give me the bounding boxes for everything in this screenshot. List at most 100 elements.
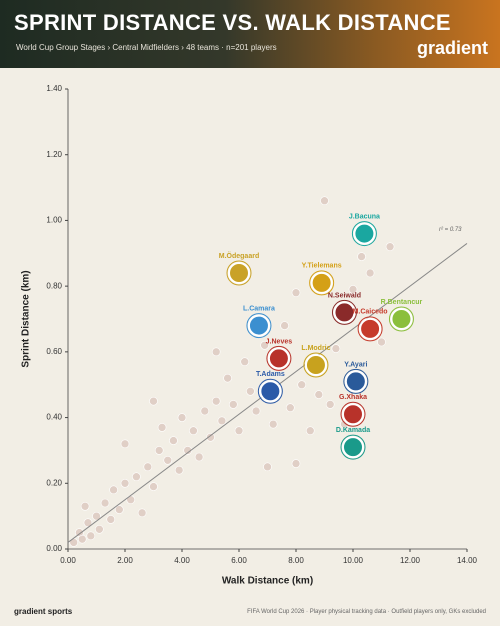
background-point <box>143 462 153 472</box>
background-point <box>154 446 164 455</box>
background-point <box>260 340 269 350</box>
player-ring <box>340 401 366 427</box>
y-tick-label: 1.00 <box>46 216 62 225</box>
background-point <box>83 518 93 528</box>
background-point <box>194 452 204 462</box>
x-tick-label: 0.00 <box>60 556 76 565</box>
background-point <box>246 386 255 396</box>
player-marker <box>344 370 367 393</box>
player-ring <box>388 306 414 332</box>
y-tick-label: 1.20 <box>46 150 62 159</box>
chart: 0.00 0.20 0.40 0.60 0.80 1.00 1.20 1.40 0.00 2.00… <box>21 84 478 587</box>
player-ring <box>343 368 369 394</box>
player-marker <box>353 222 376 245</box>
annotation: r² = 0.73 <box>439 227 462 233</box>
subtitle: World Cup Group Stages › Central Midfiel… <box>16 43 277 52</box>
background-point <box>325 400 335 409</box>
y-tick-label: 0.60 <box>46 347 62 356</box>
player-label: D.Kamada <box>336 427 370 434</box>
background-point <box>92 511 101 521</box>
background-point <box>211 396 221 406</box>
background-point <box>163 455 173 465</box>
y-tick-label: 0.00 <box>46 544 62 553</box>
background-point <box>206 432 215 442</box>
y-tick-label: 0.20 <box>46 478 62 487</box>
player-marker <box>259 380 282 403</box>
player-marker <box>342 436 364 459</box>
background-point <box>291 288 301 298</box>
y-tick-label: 1.40 <box>46 84 62 93</box>
footer-brand: gradient sports <box>14 607 73 616</box>
background-point <box>106 515 116 524</box>
player-ring <box>340 434 366 460</box>
footer-note: FIFA World Cup 2026 · Player physical tr… <box>247 609 486 615</box>
player-label: J.Neves <box>266 338 293 345</box>
background-point <box>377 337 386 347</box>
player-marker <box>304 354 327 376</box>
player-ring <box>357 316 383 342</box>
x-tick-label: 4.00 <box>174 556 190 565</box>
background-point <box>157 423 167 432</box>
x-tick-label: 14.00 <box>457 556 478 565</box>
background-point <box>280 321 289 330</box>
background-point <box>314 390 324 399</box>
player-ring <box>266 345 292 371</box>
background-point <box>137 508 147 518</box>
player-label: Y.Tielemans <box>302 263 342 270</box>
x-tick-label: 10.00 <box>343 556 364 565</box>
background-point <box>174 465 184 475</box>
player-label: T.Adams <box>256 371 285 378</box>
background-point <box>86 531 96 541</box>
x-tick-label: 6.00 <box>231 556 247 565</box>
background-point <box>229 400 238 409</box>
background-point <box>365 268 375 278</box>
x-tick-label: 2.00 <box>117 556 133 565</box>
player-ring <box>351 221 377 247</box>
background-point <box>240 357 249 367</box>
player-marker <box>228 262 250 284</box>
player-label: L.Modric <box>301 345 330 352</box>
player-marker <box>342 403 364 426</box>
background-point <box>297 380 307 390</box>
player-ring <box>303 352 329 378</box>
background-point <box>132 472 141 482</box>
player-marker <box>359 317 382 340</box>
background-point <box>263 462 272 472</box>
background-point <box>211 347 221 357</box>
player-label: L.Camara <box>243 305 275 312</box>
background-point <box>331 344 341 353</box>
player-label: R.Bentancur <box>381 299 423 306</box>
background-point <box>285 403 295 413</box>
player-marker <box>333 301 356 324</box>
player-ring <box>309 270 335 296</box>
header: SPRINT DISTANCE VS. WALK DISTANCE World … <box>0 0 500 68</box>
background-point <box>189 426 198 436</box>
player-marker <box>390 308 413 330</box>
background-point <box>69 538 78 547</box>
title: SPRINT DISTANCE VS. WALK DISTANCE <box>14 10 451 35</box>
background-point <box>251 406 261 416</box>
player-ring <box>246 313 272 339</box>
background-point <box>120 478 130 488</box>
background-point <box>217 416 227 426</box>
background-point <box>120 439 130 449</box>
background-point <box>385 242 395 252</box>
background-point <box>268 419 278 429</box>
player-ring <box>257 378 283 404</box>
background-point <box>291 459 301 468</box>
background-point <box>223 373 232 383</box>
background-point <box>77 534 87 544</box>
background-point <box>95 524 104 534</box>
player-label: N.Seiwald <box>328 292 361 299</box>
player-label: Y.Ayari <box>344 361 367 368</box>
background-point <box>177 413 187 422</box>
background-point <box>183 446 192 455</box>
y-tick-label: 0.40 <box>46 413 62 422</box>
background-point <box>109 485 118 495</box>
player-label: G.Xhaka <box>339 394 367 401</box>
background-point <box>357 252 366 261</box>
x-axis-label: Walk Distance (km) <box>222 576 313 587</box>
y-tick-label: 0.80 <box>46 281 62 290</box>
x-tick-label: 12.00 <box>400 556 421 565</box>
